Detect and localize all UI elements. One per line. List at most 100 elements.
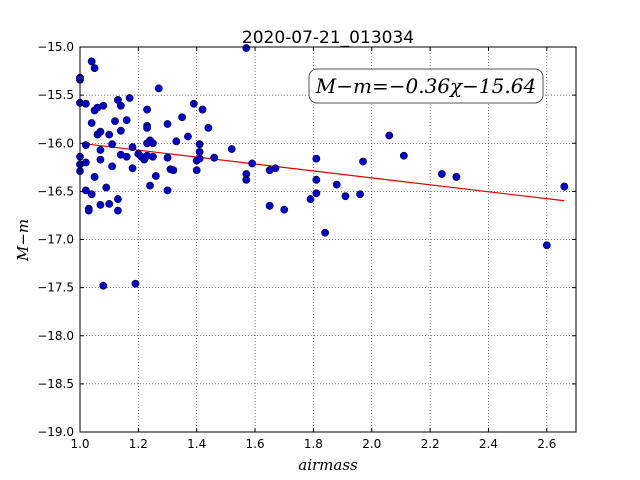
y-tick-label: −18.5 — [37, 377, 74, 391]
data-point — [242, 175, 251, 184]
data-point — [265, 201, 274, 210]
data-point — [96, 146, 105, 154]
data-point — [128, 143, 137, 151]
y-tick-label: −15.5 — [37, 88, 74, 102]
data-point — [114, 206, 122, 215]
data-point — [452, 173, 461, 181]
x-tick-label: 1.8 — [304, 437, 323, 451]
data-point — [122, 116, 131, 125]
x-axis-label: airmass — [298, 456, 358, 474]
data-point — [312, 189, 321, 198]
data-point — [125, 94, 134, 102]
data-point — [111, 117, 119, 126]
data-point — [90, 64, 99, 73]
data-point — [184, 132, 192, 141]
data-point — [172, 137, 181, 146]
data-point — [195, 148, 204, 156]
annotation-box: M−m=−0.36χ−15.64 — [308, 68, 544, 104]
data-point — [163, 120, 172, 128]
x-tick-label: 2.6 — [537, 437, 556, 451]
y-axis-label: M−m — [14, 219, 32, 262]
data-point — [356, 190, 364, 199]
data-point — [84, 206, 93, 215]
data-point — [242, 44, 251, 52]
data-point — [143, 105, 152, 114]
plot-frame — [79, 46, 577, 433]
data-point — [306, 195, 315, 203]
data-point — [102, 183, 111, 192]
data-point — [96, 127, 105, 136]
data-point — [227, 145, 236, 153]
data-point — [87, 190, 96, 199]
data-point — [163, 186, 172, 195]
x-tick-label: 1.6 — [246, 437, 265, 451]
data-point — [81, 99, 90, 108]
data-point — [332, 180, 341, 189]
x-tick-label: 1.4 — [187, 437, 206, 451]
data-point — [99, 101, 108, 110]
data-point — [312, 154, 321, 163]
data-point — [178, 113, 187, 122]
data-point — [108, 162, 116, 171]
data-point — [81, 141, 90, 150]
fit-equation: M−m=−0.36χ−15.64 — [315, 74, 536, 98]
data-point — [131, 279, 140, 288]
data-point — [151, 172, 160, 180]
data-point — [128, 164, 137, 173]
y-tick-label: −19.0 — [37, 425, 74, 439]
points — [76, 44, 569, 290]
data-point — [169, 166, 178, 175]
data-point — [192, 166, 201, 175]
chart-title: 2020-07-21_013034 — [242, 28, 414, 48]
data-point — [321, 228, 329, 237]
data-point — [271, 164, 280, 173]
data-point — [195, 140, 204, 149]
y-tick-label: −15.0 — [37, 40, 74, 54]
data-point — [195, 154, 204, 163]
data-point — [189, 99, 198, 108]
data-point — [149, 152, 157, 161]
data-point — [143, 123, 152, 132]
data-point — [542, 241, 551, 250]
data-point — [437, 170, 446, 178]
data-point — [81, 186, 90, 195]
data-point — [280, 205, 289, 214]
x-tick-label: 2.4 — [479, 437, 498, 451]
data-point — [90, 173, 99, 181]
data-point — [116, 101, 125, 110]
y-tick-label: −16.0 — [37, 136, 74, 150]
data-point — [96, 155, 105, 164]
data-point — [87, 119, 96, 127]
fit-line — [85, 143, 565, 202]
data-point — [399, 151, 408, 160]
data-point — [163, 153, 172, 162]
y-tick-label: −17.0 — [37, 233, 74, 247]
data-point — [385, 131, 394, 140]
x-tick-label: 2.0 — [362, 437, 381, 451]
data-point — [248, 159, 257, 168]
data-point — [105, 199, 114, 208]
y-tick-label: −16.5 — [37, 184, 74, 198]
data-point — [96, 200, 105, 209]
data-point — [560, 182, 569, 191]
data-point — [114, 195, 122, 203]
data-point — [122, 152, 131, 161]
data-point — [149, 139, 157, 148]
data-point — [105, 130, 114, 139]
data-point — [204, 123, 213, 132]
data-point — [198, 105, 207, 114]
data-point — [154, 84, 163, 93]
x-tick-label: 2.2 — [421, 437, 440, 451]
annotation-frame — [308, 68, 544, 104]
data-point — [210, 153, 219, 162]
fit-line-group — [85, 143, 565, 202]
data-point — [116, 126, 125, 135]
grid — [79, 46, 576, 433]
data-point — [99, 281, 108, 290]
data-point — [312, 175, 321, 184]
data-point — [341, 192, 350, 201]
y-tick-label: −17.5 — [37, 281, 74, 295]
y-tick-label: −18.0 — [37, 329, 74, 343]
data-point — [359, 157, 367, 166]
